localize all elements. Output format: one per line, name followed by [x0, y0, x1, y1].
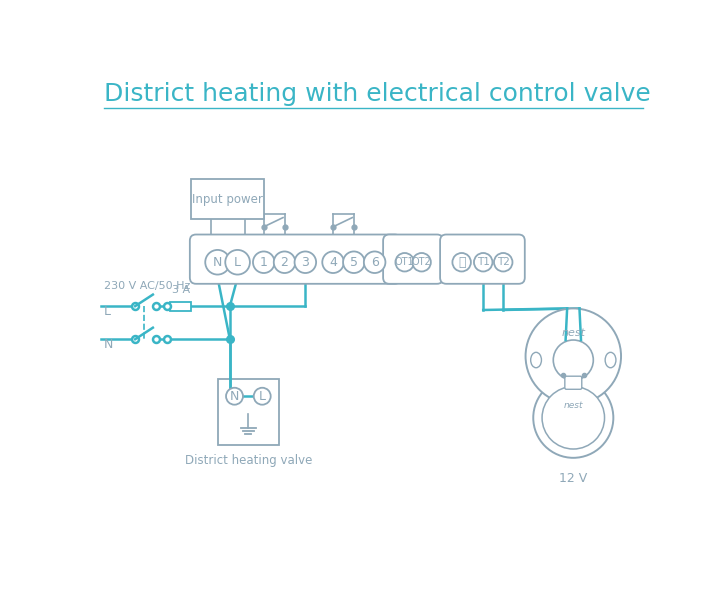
- Bar: [170, 302, 191, 311]
- Text: N: N: [213, 256, 222, 268]
- Circle shape: [534, 378, 614, 458]
- Text: Input power: Input power: [192, 192, 263, 206]
- FancyBboxPatch shape: [383, 235, 443, 284]
- Circle shape: [226, 388, 243, 405]
- Circle shape: [526, 308, 621, 404]
- Circle shape: [295, 251, 316, 273]
- Circle shape: [343, 251, 365, 273]
- Bar: [191, 179, 264, 219]
- Text: 3: 3: [301, 256, 309, 268]
- Text: 4: 4: [329, 256, 337, 268]
- Text: N: N: [103, 339, 113, 352]
- Text: L: L: [103, 305, 111, 318]
- Circle shape: [474, 253, 492, 271]
- Text: 3 A: 3 A: [172, 285, 190, 295]
- Text: OT2: OT2: [412, 257, 432, 267]
- Circle shape: [494, 253, 513, 271]
- Circle shape: [254, 388, 271, 405]
- Text: 5: 5: [350, 256, 358, 268]
- Circle shape: [395, 253, 414, 271]
- Text: 12 V: 12 V: [559, 472, 587, 485]
- Circle shape: [205, 250, 230, 274]
- Text: L: L: [234, 256, 241, 268]
- Text: T2: T2: [496, 257, 510, 267]
- Ellipse shape: [531, 352, 542, 368]
- Text: 6: 6: [371, 256, 379, 268]
- Text: ⏚: ⏚: [458, 256, 465, 268]
- Circle shape: [274, 251, 296, 273]
- FancyBboxPatch shape: [190, 235, 401, 284]
- Text: District heating valve: District heating valve: [185, 454, 312, 467]
- FancyBboxPatch shape: [440, 235, 525, 284]
- Text: 1: 1: [260, 256, 268, 268]
- Text: nest: nest: [563, 401, 583, 410]
- Text: OT1: OT1: [395, 257, 414, 267]
- Text: L: L: [258, 390, 266, 403]
- Circle shape: [323, 251, 344, 273]
- Circle shape: [225, 250, 250, 274]
- Text: District heating with electrical control valve: District heating with electrical control…: [103, 82, 650, 106]
- Circle shape: [452, 253, 471, 271]
- Circle shape: [253, 251, 274, 273]
- Bar: [218, 380, 279, 445]
- Text: nest: nest: [561, 328, 585, 338]
- Text: 2: 2: [280, 256, 288, 268]
- Text: T1: T1: [477, 257, 490, 267]
- Ellipse shape: [605, 352, 616, 368]
- Circle shape: [553, 340, 593, 380]
- Circle shape: [542, 387, 604, 449]
- Circle shape: [412, 253, 431, 271]
- Text: N: N: [230, 390, 240, 403]
- Text: 230 V AC/50 Hz: 230 V AC/50 Hz: [103, 281, 190, 291]
- Circle shape: [364, 251, 385, 273]
- FancyBboxPatch shape: [565, 376, 582, 389]
